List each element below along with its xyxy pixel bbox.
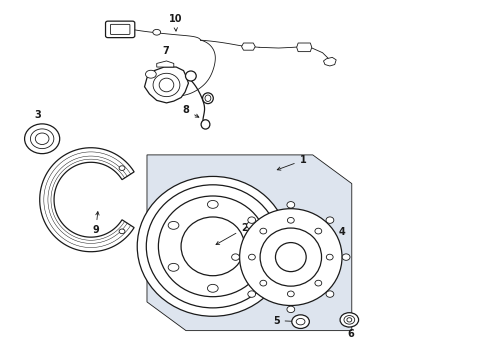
Ellipse shape xyxy=(231,254,239,260)
Ellipse shape xyxy=(259,228,266,234)
Ellipse shape xyxy=(343,316,354,324)
Ellipse shape xyxy=(287,291,294,297)
Polygon shape xyxy=(296,43,311,51)
Text: 4: 4 xyxy=(325,227,345,247)
Ellipse shape xyxy=(159,78,173,92)
Ellipse shape xyxy=(158,196,266,297)
Ellipse shape xyxy=(325,291,333,297)
Ellipse shape xyxy=(342,254,349,260)
Ellipse shape xyxy=(137,176,288,316)
Text: 10: 10 xyxy=(168,14,182,31)
Ellipse shape xyxy=(153,30,160,35)
Polygon shape xyxy=(144,67,188,103)
Ellipse shape xyxy=(201,120,209,129)
Text: 8: 8 xyxy=(182,105,199,117)
Ellipse shape xyxy=(168,264,179,271)
Text: 5: 5 xyxy=(272,316,296,325)
FancyBboxPatch shape xyxy=(105,21,135,38)
Ellipse shape xyxy=(247,291,255,297)
Polygon shape xyxy=(40,148,134,252)
Polygon shape xyxy=(157,61,173,67)
FancyBboxPatch shape xyxy=(110,24,130,35)
Ellipse shape xyxy=(185,71,196,81)
Ellipse shape xyxy=(119,229,125,234)
Ellipse shape xyxy=(153,73,180,96)
Ellipse shape xyxy=(246,221,257,229)
Ellipse shape xyxy=(145,70,156,78)
Ellipse shape xyxy=(260,228,321,286)
Polygon shape xyxy=(241,43,255,50)
Ellipse shape xyxy=(339,313,358,327)
Ellipse shape xyxy=(286,306,294,312)
Ellipse shape xyxy=(275,243,305,272)
Text: 6: 6 xyxy=(346,323,353,339)
Ellipse shape xyxy=(291,315,309,328)
Ellipse shape xyxy=(346,318,351,322)
Polygon shape xyxy=(323,57,335,66)
Ellipse shape xyxy=(168,221,179,229)
Ellipse shape xyxy=(287,217,294,223)
Ellipse shape xyxy=(314,228,321,234)
Text: 3: 3 xyxy=(34,111,42,135)
Text: 2: 2 xyxy=(216,224,247,244)
Ellipse shape xyxy=(207,284,218,292)
Ellipse shape xyxy=(248,254,255,260)
Ellipse shape xyxy=(314,280,321,286)
Ellipse shape xyxy=(259,280,266,286)
Ellipse shape xyxy=(202,93,213,104)
Text: 7: 7 xyxy=(162,46,168,67)
Ellipse shape xyxy=(30,129,54,149)
Text: 9: 9 xyxy=(92,212,99,235)
Ellipse shape xyxy=(24,124,60,154)
Ellipse shape xyxy=(325,254,332,260)
Ellipse shape xyxy=(286,202,294,208)
Ellipse shape xyxy=(146,185,279,308)
Ellipse shape xyxy=(35,133,49,144)
Ellipse shape xyxy=(247,217,255,223)
Polygon shape xyxy=(147,155,351,330)
Ellipse shape xyxy=(239,209,341,306)
Ellipse shape xyxy=(204,95,210,102)
Ellipse shape xyxy=(119,166,125,170)
Ellipse shape xyxy=(181,217,244,276)
Ellipse shape xyxy=(246,264,257,271)
Ellipse shape xyxy=(296,319,305,325)
Text: 1: 1 xyxy=(277,155,306,170)
Ellipse shape xyxy=(207,201,218,208)
Ellipse shape xyxy=(325,217,333,223)
